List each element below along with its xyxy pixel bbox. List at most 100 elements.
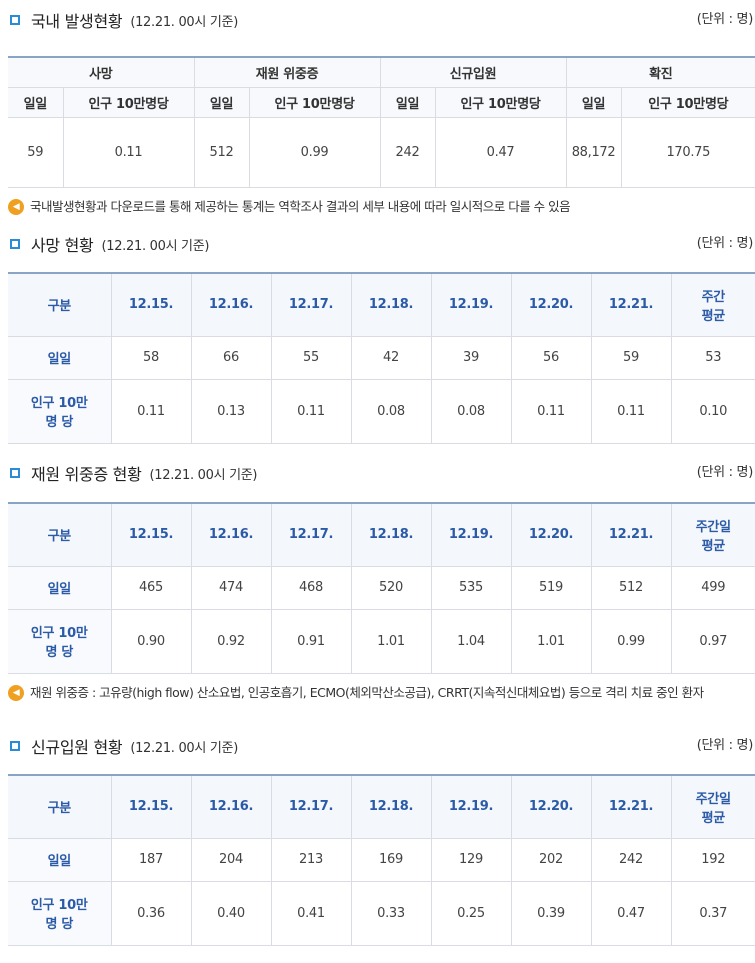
table-cell: 66 bbox=[190, 335, 272, 380]
severe-table: 구분 12.15. 12.16. 12.17. 12.18. 12.19. 12… bbox=[8, 502, 755, 674]
row-label-line1: 인구 10만 bbox=[30, 898, 88, 913]
avg-line1: 주간일 bbox=[695, 791, 731, 807]
table-cell: 0.10 bbox=[670, 378, 755, 444]
summary-section-title: 국내 발생현황 (12.21. 00시 기준) bbox=[10, 10, 238, 31]
table-cell: 0.40 bbox=[190, 880, 272, 946]
row-label-per100k: 인구 10만 명 당 bbox=[8, 608, 112, 674]
table-header-date: 12.20. bbox=[510, 502, 592, 567]
table-header-average: 주간 평균 bbox=[670, 272, 755, 337]
avg-line2: 평균 bbox=[701, 810, 726, 826]
table-header-date: 12.19. bbox=[430, 272, 512, 337]
table-cell: 192 bbox=[670, 837, 755, 882]
severe-note-text: 재원 위중증 : 고유량(high flow) 산소요법, 인공호흡기, ECM… bbox=[30, 685, 704, 700]
summary-cell: 0.11 bbox=[62, 116, 195, 188]
table-header-category: 구분 bbox=[8, 774, 112, 839]
speaker-icon: ◀ bbox=[8, 199, 24, 215]
table-cell: 535 bbox=[430, 565, 512, 610]
table-header-date: 12.21. bbox=[590, 272, 672, 337]
speaker-icon: ◀ bbox=[8, 685, 24, 701]
table-cell: 204 bbox=[190, 837, 272, 882]
summary-cell: 170.75 bbox=[620, 116, 755, 188]
summary-group-header: 신규입원 bbox=[379, 56, 567, 88]
table-header-date: 12.17. bbox=[270, 774, 352, 839]
summary-col-header: 인구 10만명당 bbox=[620, 86, 755, 118]
table-cell: 499 bbox=[670, 565, 755, 610]
summary-subtitle: (12.21. 00시 기준) bbox=[130, 14, 238, 30]
row-label-line2: 명 당 bbox=[45, 917, 74, 932]
table-header-date: 12.21. bbox=[590, 774, 672, 839]
table-cell: 56 bbox=[510, 335, 592, 380]
row-label-line2: 명 당 bbox=[45, 645, 74, 660]
table-cell: 0.08 bbox=[430, 378, 512, 444]
table-cell: 0.97 bbox=[670, 608, 755, 674]
admission-section-title: 신규입원 현황 (12.21. 00시 기준) bbox=[10, 736, 238, 757]
row-label-daily: 일일 bbox=[8, 565, 112, 610]
table-header-date: 12.16. bbox=[190, 774, 272, 839]
table-cell: 213 bbox=[270, 837, 352, 882]
table-header-date: 12.16. bbox=[190, 272, 272, 337]
summary-col-header: 일일 bbox=[193, 86, 250, 118]
row-label-line1: 인구 10만 bbox=[30, 396, 88, 411]
admission-unit: (단위 : 명) bbox=[696, 738, 754, 753]
table-header-date: 12.20. bbox=[510, 774, 592, 839]
admission-subtitle: (12.21. 00시 기준) bbox=[130, 740, 238, 756]
table-header-date: 12.17. bbox=[270, 272, 352, 337]
table-cell: 129 bbox=[430, 837, 512, 882]
summary-note-text: 국내발생현황과 다운로드를 통해 제공하는 통계는 역학조사 결과의 세부 내용… bbox=[30, 199, 571, 214]
table-header-date: 12.19. bbox=[430, 502, 512, 567]
table-cell: 42 bbox=[350, 335, 432, 380]
summary-cell: 59 bbox=[8, 116, 64, 188]
table-cell: 0.11 bbox=[270, 378, 352, 444]
table-cell: 0.25 bbox=[430, 880, 512, 946]
table-cell: 465 bbox=[110, 565, 192, 610]
summary-table: 사망 재원 위중증 신규입원 확진 일일 인구 10만명당 일일 인구 10만명… bbox=[8, 56, 755, 188]
row-label-daily: 일일 bbox=[8, 335, 112, 380]
table-header-date: 12.15. bbox=[110, 272, 192, 337]
row-label-line1: 인구 10만 bbox=[30, 626, 88, 641]
summary-group-header: 재원 위중증 bbox=[193, 56, 381, 88]
table-header-date: 12.17. bbox=[270, 502, 352, 567]
table-cell: 0.13 bbox=[190, 378, 272, 444]
table-cell: 1.01 bbox=[350, 608, 432, 674]
table-cell: 242 bbox=[590, 837, 672, 882]
table-cell: 0.39 bbox=[510, 880, 592, 946]
summary-group-header: 확진 bbox=[565, 56, 755, 88]
summary-col-header: 인구 10만명당 bbox=[434, 86, 567, 118]
summary-cell: 88,172 bbox=[565, 116, 622, 188]
summary-title: 국내 발생현황 bbox=[31, 12, 123, 31]
table-cell: 169 bbox=[350, 837, 432, 882]
severe-note: ◀ 재원 위중증 : 고유량(high flow) 산소요법, 인공호흡기, E… bbox=[8, 685, 748, 701]
summary-cell: 0.99 bbox=[248, 116, 381, 188]
table-header-date: 12.18. bbox=[350, 502, 432, 567]
summary-cell: 242 bbox=[379, 116, 436, 188]
death-title: 사망 현황 bbox=[31, 236, 94, 255]
summary-note: ◀ 국내발생현황과 다운로드를 통해 제공하는 통계는 역학조사 결과의 세부 … bbox=[8, 199, 748, 215]
square-bullet-icon bbox=[10, 239, 20, 249]
table-header-date: 12.18. bbox=[350, 774, 432, 839]
table-header-average: 주간일 평균 bbox=[670, 502, 755, 567]
row-label-daily: 일일 bbox=[8, 837, 112, 882]
table-cell: 0.47 bbox=[590, 880, 672, 946]
table-cell: 202 bbox=[510, 837, 592, 882]
table-cell: 0.11 bbox=[590, 378, 672, 444]
table-cell: 0.36 bbox=[110, 880, 192, 946]
summary-col-header: 일일 bbox=[565, 86, 622, 118]
table-cell: 0.91 bbox=[270, 608, 352, 674]
avg-line2: 평균 bbox=[701, 538, 726, 554]
table-cell: 0.90 bbox=[110, 608, 192, 674]
avg-line1: 주간 bbox=[701, 289, 726, 305]
row-label-per100k: 인구 10만 명 당 bbox=[8, 378, 112, 444]
table-header-average: 주간일 평균 bbox=[670, 774, 755, 839]
summary-col-header: 일일 bbox=[379, 86, 436, 118]
summary-col-header: 인구 10만명당 bbox=[62, 86, 195, 118]
row-label-line2: 명 당 bbox=[45, 415, 74, 430]
table-cell: 520 bbox=[350, 565, 432, 610]
row-label-per100k: 인구 10만 명 당 bbox=[8, 880, 112, 946]
table-header-date: 12.19. bbox=[430, 774, 512, 839]
square-bullet-icon bbox=[10, 741, 20, 751]
table-header-date: 12.15. bbox=[110, 502, 192, 567]
severe-section-title: 재원 위중증 현황 (12.21. 00시 기준) bbox=[10, 463, 258, 484]
table-cell: 53 bbox=[670, 335, 755, 380]
death-subtitle: (12.21. 00시 기준) bbox=[101, 238, 210, 254]
table-header-date: 12.20. bbox=[510, 272, 592, 337]
